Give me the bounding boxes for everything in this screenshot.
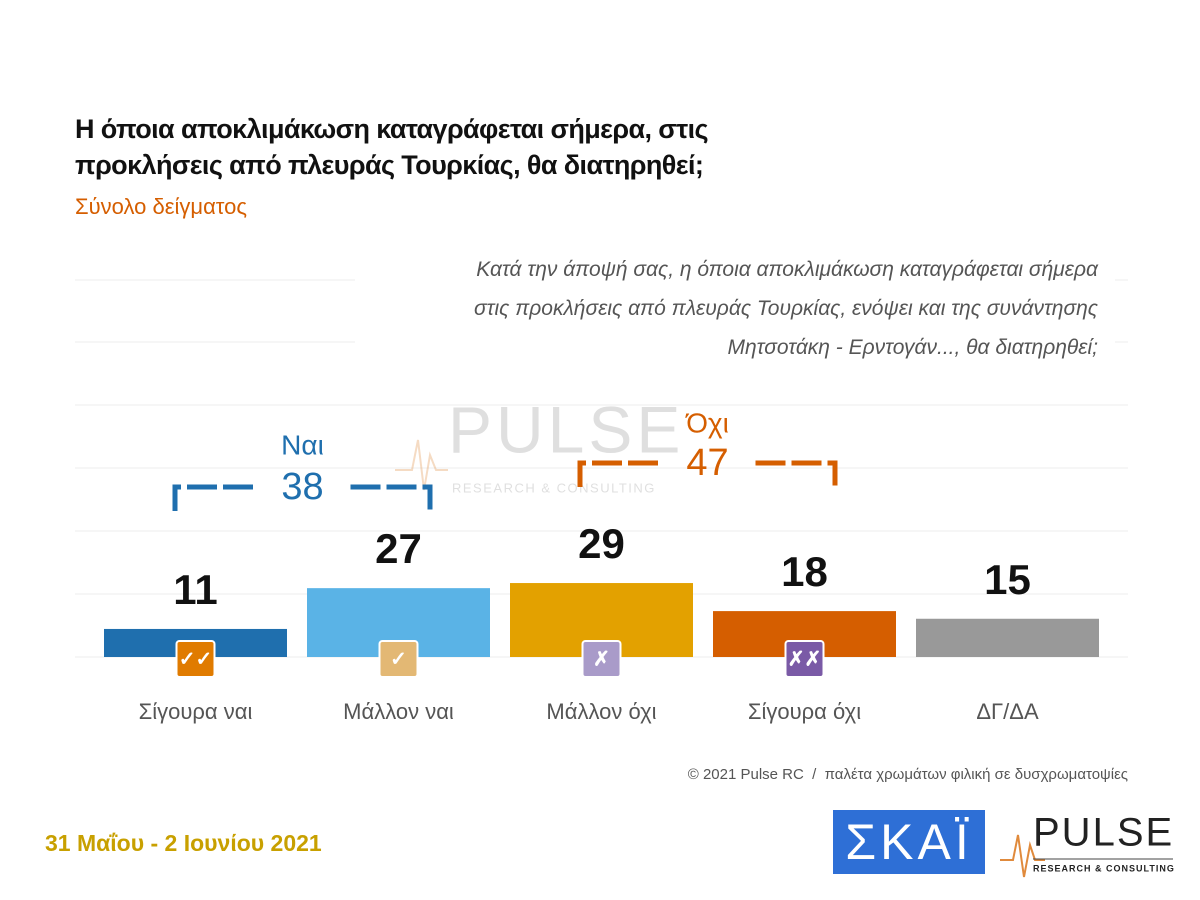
bar [916,618,1099,657]
chart-title: Η όποια αποκλιμάκωση καταγράφεται σήμερα… [75,114,709,144]
date: 31 Μαΐου - 2 Ιουνίου 2021 [45,830,322,856]
group-bracket [577,460,838,487]
subtitle: Σύνολο δείγματος [75,194,248,219]
icon [581,640,622,678]
x-tick-label: Μάλλον ναι [343,699,454,724]
logo-pulse-text: PULSE [1033,811,1174,855]
question-note: στις προκλήσεις από πλευράς Τουρκίας, εν… [473,297,1098,320]
icon-mark: ✗ [593,648,610,670]
note-bg [355,255,1115,370]
x-tick-label: Σίγουρα ναι [138,699,253,724]
x-tick-label: ΔΓ/ΔΑ [976,699,1039,724]
value-label: 15 [984,556,1031,603]
value-label: 18 [781,548,828,595]
group-value: 47 [686,442,728,484]
value-label: 29 [578,520,625,567]
value-label: 11 [173,566,217,613]
question-note: Μητσοτάκη - Ερντογάν..., θα διατηρηθεί; [727,336,1098,359]
icon-mark: ✓✓ [179,648,213,670]
watermark: PULSE RESEARCH & CONSULTING [395,392,684,495]
x-tick-label: Σίγουρα όχι [747,699,862,724]
chart-title: προκλήσεις από πλευράς Τουρκίας, θα διατ… [75,150,704,180]
group-bracket [172,484,433,511]
group-label: Όχι [685,407,729,438]
question-note: Κατά την άποψή σας, η όποια αποκλιμάκωση… [476,258,1098,281]
source: © 2021 Pulse RC / παλέτα χρωμάτων φιλική… [687,766,1128,783]
watermark-text: PULSE [448,392,684,466]
logo-skai: ΣΚΑΪ [833,810,985,874]
icon [378,640,419,678]
icon [784,640,825,678]
logo-pulse-sub: RESEARCH & CONSULTING [1033,863,1175,873]
group-label: Ναι [281,429,324,460]
logo-pulse: PULSE RESEARCH & CONSULTING [1000,811,1175,878]
group-value: 38 [281,466,323,508]
icon [175,640,216,678]
watermark-sub: RESEARCH & CONSULTING [452,480,656,495]
icon-mark: ✓ [390,648,407,670]
icon-mark: ✗✗ [788,648,822,670]
x-tick-label: Μάλλον όχι [546,699,657,724]
value-label: 27 [375,525,422,572]
